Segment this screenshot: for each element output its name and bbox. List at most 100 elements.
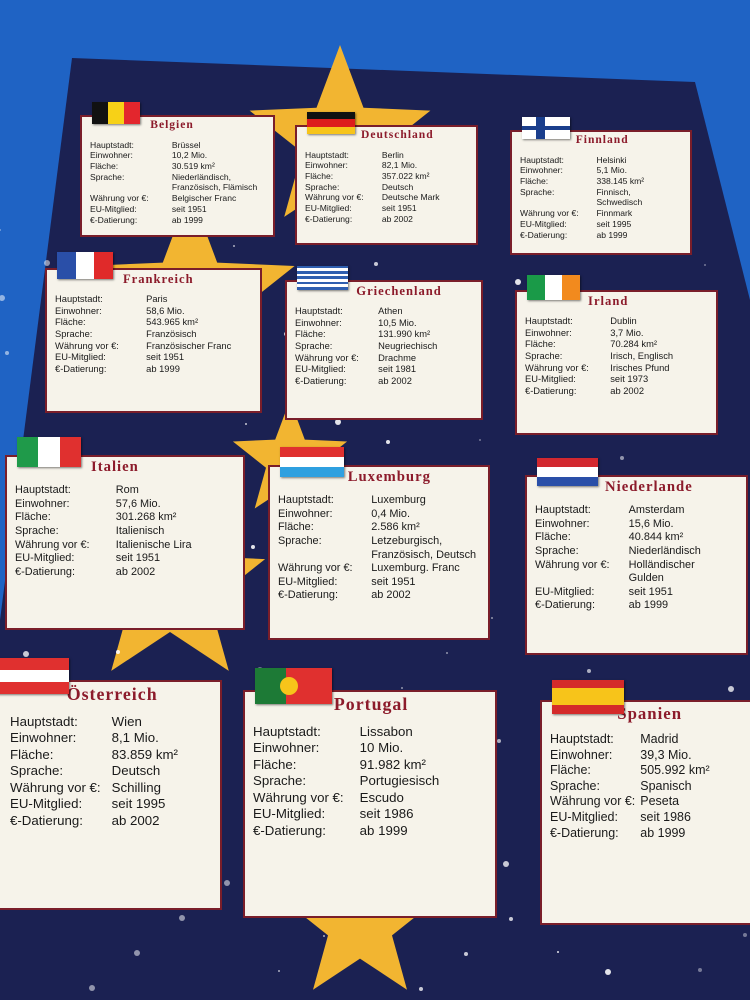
label-capital: Hauptstadt: <box>15 484 71 496</box>
flag-icon-niederlande <box>537 457 598 487</box>
country-card-portugal: Portugal Hauptstadt: Lissabon Einwohner: 10 … <box>243 690 497 918</box>
flag-icon-frankreich <box>57 252 114 279</box>
country-card-niederlande: Niederlande Hauptstadt: Amsterdam Einwohner… <box>525 475 748 655</box>
info-row-language: Sprache: Niederländisch, Französisch, Flä… <box>90 172 269 193</box>
label-euro: €-Datierung: <box>305 213 353 224</box>
sparkle <box>245 423 247 425</box>
country-card-italien: Italien Hauptstadt: Rom Einwohner: 57,6 Mio.… <box>5 455 245 630</box>
info-row-capital: Hauptstadt: Rom <box>15 484 239 498</box>
label-language: Sprache: <box>15 524 59 537</box>
country-name: Österreich <box>66 684 158 704</box>
label-population: Einwohner: <box>525 327 572 338</box>
info-row-population: Einwohner: 82,1 Mio. <box>305 160 472 171</box>
info-row-population: Einwohner: 39,3 Mio. <box>550 748 749 764</box>
sparkle <box>0 229 1 231</box>
info-row-area: Fläche: 40.844 km² <box>535 531 742 545</box>
label-capital: Hauptstadt: <box>535 504 591 516</box>
label-euro: €-Datierung: <box>55 364 107 375</box>
label-area: Fläche: <box>525 339 556 350</box>
value-currency: Finnmark <box>596 208 633 219</box>
info-row-eu: EU-Mitglied: seit 1973 <box>525 374 712 386</box>
info-row-capital: Hauptstadt: Berlin <box>305 150 472 161</box>
value-euro: ab 1999 <box>146 364 180 375</box>
label-capital: Hauptstadt: <box>295 306 343 316</box>
label-capital: Hauptstadt: <box>253 723 321 739</box>
info-row-capital: Hauptstadt: Brüssel <box>90 140 269 151</box>
info-row-capital: Hauptstadt: Madrid <box>550 732 749 748</box>
value-euro: ab 2002 <box>111 812 160 828</box>
info-row-euro: €-Datierung: ab 2002 <box>525 386 712 398</box>
label-area: Fläche: <box>10 746 54 762</box>
label-area: Fläche: <box>278 521 314 534</box>
label-language: Sprache: <box>10 763 64 779</box>
label-capital: Hauptstadt: <box>550 732 614 746</box>
sparkle <box>116 650 120 654</box>
value-currency: Irisches Pfund <box>610 362 670 373</box>
value-eu: seit 1986 <box>359 806 414 822</box>
label-area: Fläche: <box>55 317 86 328</box>
info-row-euro: €-Datierung: ab 1999 <box>90 215 269 226</box>
value-language: Letzeburgisch, Französisch, Deutsch <box>371 534 477 561</box>
sparkle <box>497 739 501 743</box>
value-eu: seit 1995 <box>596 218 632 229</box>
value-currency: Peseta <box>640 794 680 809</box>
flag-icon-deutschland <box>307 111 355 134</box>
label-eu: EU-Mitglied: <box>305 203 352 214</box>
value-language: Finnisch, Schwedisch <box>596 186 643 208</box>
value-language: Französisch <box>146 329 197 340</box>
country-name: Deutschland <box>361 129 434 141</box>
info-row-population: Einwohner: 3,7 Mio. <box>525 328 712 340</box>
value-population: 0,4 Mio. <box>371 507 411 520</box>
sparkle <box>464 952 468 956</box>
value-euro: ab 1999 <box>596 229 628 240</box>
value-eu: seit 1951 <box>146 352 185 363</box>
info-row-euro: €-Datierung: ab 2002 <box>15 566 239 580</box>
sparkle <box>419 987 423 991</box>
info-row-language: Sprache: Neugriechisch <box>295 341 477 353</box>
info-row-language: Sprache: Irisch, Englisch <box>525 351 712 363</box>
value-euro: ab 1999 <box>628 599 669 612</box>
info-row-currency: Währung vor €: Irisches Pfund <box>525 363 712 375</box>
label-language: Sprache: <box>295 341 333 352</box>
info-row-area: Fläche: 2.586 km² <box>278 521 484 535</box>
label-eu: EU-Mitglied: <box>253 806 326 822</box>
label-euro: €-Datierung: <box>278 589 339 602</box>
value-area: 91.982 km² <box>359 756 426 772</box>
label-euro: €-Datierung: <box>535 599 596 612</box>
label-area: Fläche: <box>90 160 119 171</box>
label-population: Einwohner: <box>90 150 133 161</box>
label-language: Sprache: <box>90 171 125 182</box>
label-language: Sprache: <box>520 186 555 197</box>
info-row-capital: Hauptstadt: Paris <box>55 294 256 306</box>
info-row-currency: Währung vor €: Belgischer Franc <box>90 193 269 204</box>
sparkle <box>503 861 509 867</box>
sparkle <box>0 295 5 301</box>
sparkle <box>515 279 521 285</box>
value-euro: ab 2002 <box>371 589 411 602</box>
info-row-currency: Währung vor €: Peseta <box>550 794 749 810</box>
label-population: Einwohner: <box>278 507 333 520</box>
country-name: Frankreich <box>122 272 194 286</box>
info-row-eu: EU-Mitglied: seit 1951 <box>535 586 742 600</box>
value-euro: ab 1999 <box>171 214 203 225</box>
label-area: Fläche: <box>520 175 549 186</box>
info-row-eu: EU-Mitglied: seit 1986 <box>253 806 491 823</box>
info-row-area: Fläche: 338.145 km² <box>520 176 686 187</box>
value-eu: seit 1951 <box>171 203 207 214</box>
info-row-area: Fläche: 301.268 km² <box>15 511 239 525</box>
label-currency: Währung vor €: <box>253 789 344 805</box>
value-area: 357.022 km² <box>381 170 430 181</box>
value-capital: Rom <box>115 484 139 496</box>
value-language: Niederländisch, Französisch, Flämisch <box>171 171 258 193</box>
value-capital: Luxemburg <box>371 494 426 506</box>
value-capital: Brüssel <box>171 139 201 150</box>
label-currency: Währung vor €: <box>550 794 636 809</box>
label-capital: Hauptstadt: <box>278 494 334 506</box>
label-eu: EU-Mitglied: <box>520 218 567 229</box>
value-area: 40.844 km² <box>628 531 684 544</box>
info-row-capital: Hauptstadt: Luxemburg <box>278 494 484 508</box>
value-capital: Paris <box>146 294 168 304</box>
value-eu: seit 1951 <box>628 585 673 598</box>
country-name: Griechenland <box>356 284 442 298</box>
label-area: Fläche: <box>305 170 334 181</box>
